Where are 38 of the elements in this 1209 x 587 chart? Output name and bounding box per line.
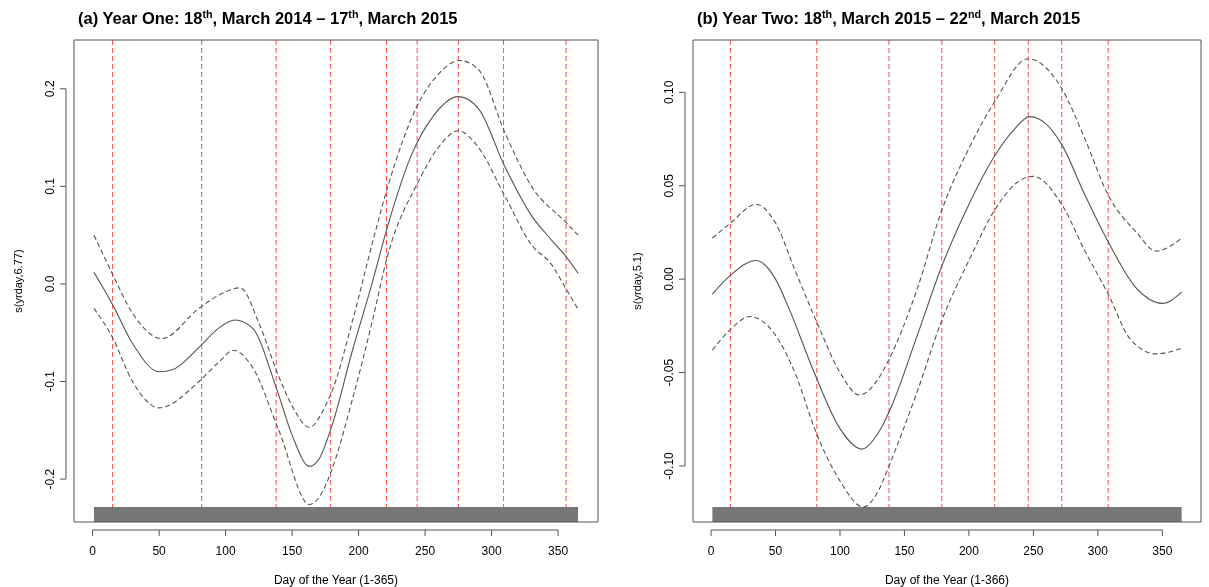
x-tick-label: 0 [89,544,97,558]
y-tick-label: 0.1 [43,177,57,195]
y-axis-title: s(yrday,5.1) [631,252,643,310]
y-tick-label: 0.0 [43,275,57,293]
x-tick-label: 300 [481,544,502,558]
x-tick-label: 0 [707,544,715,558]
y-tick-label: 0.10 [662,80,676,104]
x-tick-label: 300 [1087,544,1109,558]
x-tick-label: 50 [768,544,783,558]
line-series [93,130,579,505]
y-tick-label: -0.05 [662,358,676,387]
line-series [93,59,579,428]
x-axis-title: Day of the Year (1-365) [273,573,399,587]
x-axis-title: Day of the Year (1-366) [884,573,1010,587]
x-tick-label: 200 [348,544,369,558]
y-axis-title: s(yrday,6.77) [12,249,24,313]
x-tick-label: 150 [282,544,303,558]
x-tick-label: 250 [1023,544,1044,558]
line-series [93,96,579,467]
y-tick-label: -0.2 [43,468,57,490]
chart-title: (b) Year Two: 18$^{th}$, March 2015 – 22$^{nd}$, March 2015 [697,8,1081,27]
line-series [711,175,1183,508]
x-tick-label: 350 [1152,544,1173,558]
x-tick-label: 100 [829,544,851,558]
x-tick-label: 350 [548,544,569,558]
chart-title: (a) Year One: 18$^{th}$, March 2014 – 17$^{th}$, March 2015 [78,8,458,27]
y-tick-label: -0.10 [662,451,676,480]
x-tick-label: 50 [152,544,167,558]
x-tick-label: 150 [894,544,915,558]
y-tick-label: -0.1 [43,370,57,392]
y-tick-label: 0.00 [662,267,676,291]
line-series [711,58,1183,396]
x-tick-label: 200 [958,544,980,558]
x-tick-label: 250 [415,544,436,558]
x-tick-label: 100 [215,544,236,558]
y-tick-label: 0.05 [662,173,676,198]
y-tick-label: 0.2 [43,80,57,98]
line-series [711,116,1183,450]
